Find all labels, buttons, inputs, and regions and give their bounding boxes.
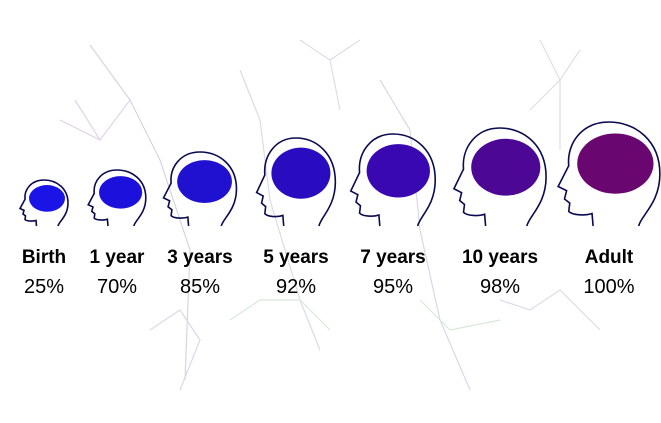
- stage-label: 7 years: [360, 247, 426, 268]
- head: [558, 122, 660, 226]
- brain: [366, 144, 430, 198]
- brain: [471, 138, 541, 196]
- stage-label: 10 years: [462, 247, 538, 268]
- head: [257, 138, 336, 226]
- stage-label: Birth: [22, 247, 66, 268]
- head: [20, 180, 68, 226]
- stage-percent: 70%: [97, 276, 137, 298]
- stage-percent: 100%: [583, 276, 634, 298]
- head: [88, 170, 146, 226]
- head-outline: [351, 134, 435, 226]
- stage-label: 1 year: [90, 247, 146, 268]
- stage-label: Adult: [585, 247, 634, 268]
- head: [164, 152, 237, 226]
- head: [454, 128, 546, 226]
- stage-percent: 95%: [373, 276, 413, 298]
- stage-percent: 25%: [24, 276, 64, 298]
- stage-percent: 85%: [180, 276, 220, 298]
- head-outline: [454, 128, 546, 226]
- stage-percent: 98%: [480, 276, 520, 298]
- brain: [29, 185, 65, 212]
- brain: [577, 133, 654, 194]
- head-outline: [164, 152, 237, 226]
- stage-label: 3 years: [167, 247, 233, 268]
- head-outline: [558, 122, 660, 226]
- stage-label: 5 years: [263, 247, 329, 268]
- stage-percent: 92%: [276, 276, 316, 298]
- labels: Birth 25% 1 year 70% 3 years 85% 5 years 92% 7 y…: [22, 247, 635, 298]
- heads: [20, 122, 660, 226]
- brain: [177, 160, 232, 204]
- head-outline: [20, 180, 68, 226]
- brain: [99, 176, 143, 209]
- head-outline: [257, 138, 336, 226]
- brain: [271, 147, 331, 199]
- head: [351, 134, 435, 226]
- neuron-background: [59, 39, 601, 391]
- head-outline: [88, 170, 146, 226]
